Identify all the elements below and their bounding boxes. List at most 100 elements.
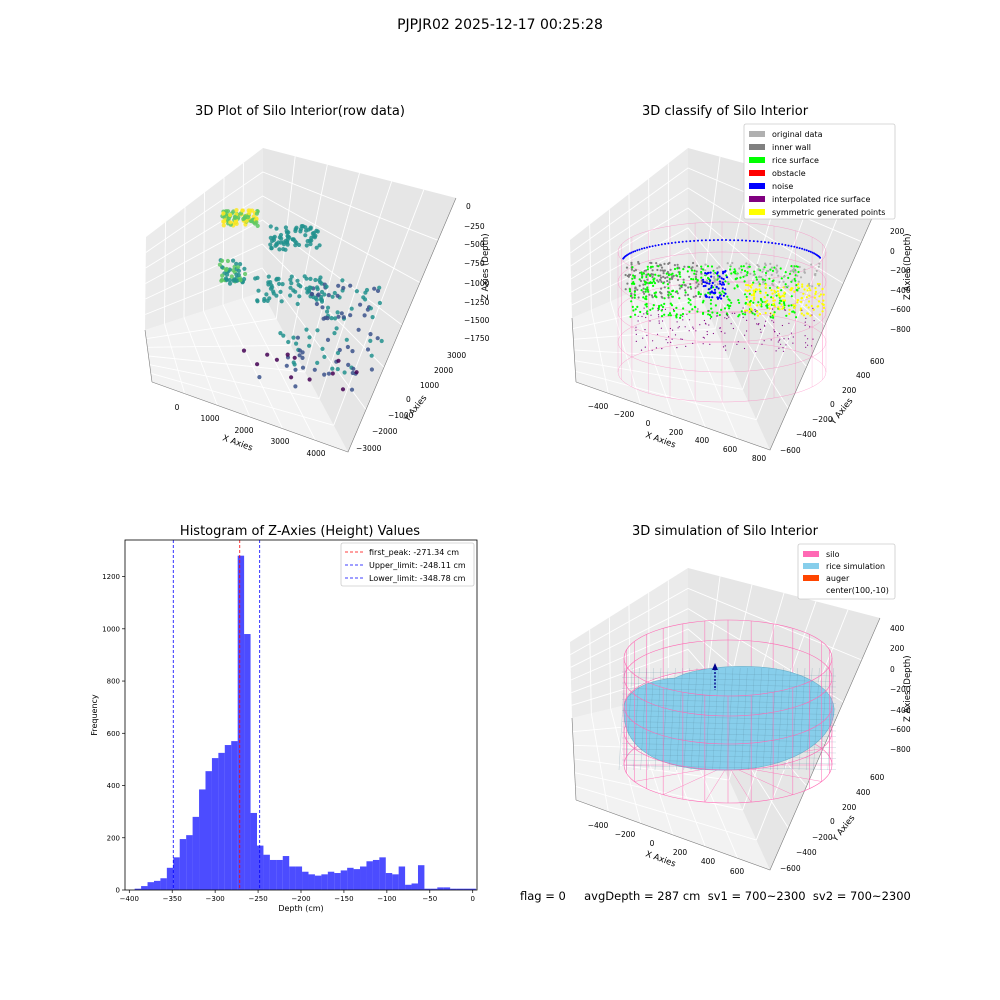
data-point bbox=[691, 308, 694, 311]
data-point bbox=[806, 312, 809, 315]
data-point bbox=[666, 270, 669, 274]
data-point bbox=[790, 304, 793, 307]
surface-mesh bbox=[621, 671, 837, 677]
panel4-ytick: 0 bbox=[830, 817, 835, 826]
data-point bbox=[777, 242, 780, 245]
data-point bbox=[709, 343, 711, 345]
surface-mesh bbox=[698, 667, 705, 771]
data-point bbox=[650, 314, 652, 316]
data-point bbox=[719, 294, 722, 297]
panel2-xtick: −200 bbox=[614, 410, 635, 419]
data-point bbox=[722, 294, 725, 297]
data-point bbox=[651, 265, 654, 268]
panel4-ytick: 400 bbox=[856, 788, 871, 797]
data-point bbox=[326, 371, 331, 376]
data-point bbox=[667, 242, 670, 245]
panel3-legend: first_peak: -271.34 cm Upper_limit: -248.… bbox=[340, 542, 475, 587]
data-point bbox=[369, 353, 374, 358]
data-point bbox=[654, 273, 657, 276]
data-point bbox=[313, 233, 318, 238]
panel2-ztick: −200 bbox=[890, 266, 911, 275]
data-point bbox=[760, 276, 763, 279]
data-point bbox=[796, 246, 798, 249]
data-point bbox=[322, 372, 327, 377]
data-point bbox=[702, 285, 705, 288]
data-point bbox=[797, 286, 800, 289]
data-point bbox=[292, 355, 297, 360]
data-point bbox=[787, 304, 790, 307]
data-point bbox=[227, 281, 233, 286]
data-point bbox=[300, 365, 306, 370]
data-point bbox=[763, 266, 766, 269]
data-point bbox=[646, 312, 649, 315]
data-point bbox=[721, 281, 724, 284]
data-point bbox=[274, 357, 279, 362]
panel1-points bbox=[217, 208, 384, 392]
panel4-ztick: −400 bbox=[890, 706, 911, 715]
data-point bbox=[274, 293, 279, 298]
data-point bbox=[750, 294, 753, 297]
data-point bbox=[718, 275, 721, 278]
data-point bbox=[764, 301, 767, 304]
data-point bbox=[646, 278, 649, 281]
data-point bbox=[800, 296, 804, 300]
data-point bbox=[639, 279, 643, 283]
data-point bbox=[780, 289, 783, 292]
data-point bbox=[642, 337, 644, 339]
data-point bbox=[664, 276, 667, 280]
data-point bbox=[702, 268, 705, 271]
data-point bbox=[720, 283, 723, 286]
data-point bbox=[749, 304, 752, 307]
data-point bbox=[735, 277, 739, 280]
data-point bbox=[368, 332, 373, 337]
data-point bbox=[666, 276, 669, 279]
data-point bbox=[710, 275, 713, 278]
panel2-ytick: 600 bbox=[870, 357, 885, 366]
data-point bbox=[346, 362, 351, 367]
data-point bbox=[745, 309, 748, 312]
data-point bbox=[788, 322, 790, 324]
data-point bbox=[228, 212, 233, 218]
data-point bbox=[716, 272, 719, 275]
data-point bbox=[809, 289, 812, 292]
y-tick-label: 600 bbox=[107, 730, 120, 738]
data-point bbox=[690, 267, 693, 270]
hist-bar bbox=[360, 866, 367, 890]
data-point bbox=[822, 299, 825, 302]
data-point bbox=[697, 239, 699, 242]
x-tick-label: −350 bbox=[163, 895, 182, 903]
surface-mesh bbox=[621, 710, 837, 715]
data-point bbox=[777, 335, 779, 337]
legend-label: inner wall bbox=[772, 143, 811, 152]
data-point bbox=[363, 290, 368, 295]
data-point bbox=[757, 301, 760, 304]
data-point bbox=[759, 291, 762, 294]
hist-bar bbox=[308, 874, 315, 890]
data-point bbox=[667, 294, 670, 297]
hist-bar bbox=[456, 888, 464, 890]
surface-mesh bbox=[669, 667, 676, 771]
data-point bbox=[660, 315, 664, 318]
data-point bbox=[728, 316, 730, 318]
data-point bbox=[688, 310, 691, 313]
data-point bbox=[690, 287, 693, 290]
data-point bbox=[788, 272, 792, 275]
data-point bbox=[749, 272, 752, 275]
data-point bbox=[649, 281, 652, 284]
data-point bbox=[716, 267, 719, 270]
data-point bbox=[668, 281, 671, 284]
surface-mesh bbox=[621, 704, 837, 710]
data-point bbox=[733, 268, 736, 271]
data-point bbox=[254, 220, 259, 225]
y-tick-label: 800 bbox=[107, 678, 120, 686]
data-point bbox=[348, 283, 353, 288]
data-point bbox=[772, 316, 775, 319]
data-point bbox=[692, 342, 694, 344]
data-point bbox=[370, 315, 375, 320]
panel2-xtick: 200 bbox=[669, 428, 684, 437]
data-point bbox=[814, 290, 818, 293]
data-point bbox=[797, 280, 800, 283]
data-point bbox=[710, 315, 713, 318]
data-point bbox=[288, 277, 293, 282]
data-point bbox=[708, 313, 711, 317]
